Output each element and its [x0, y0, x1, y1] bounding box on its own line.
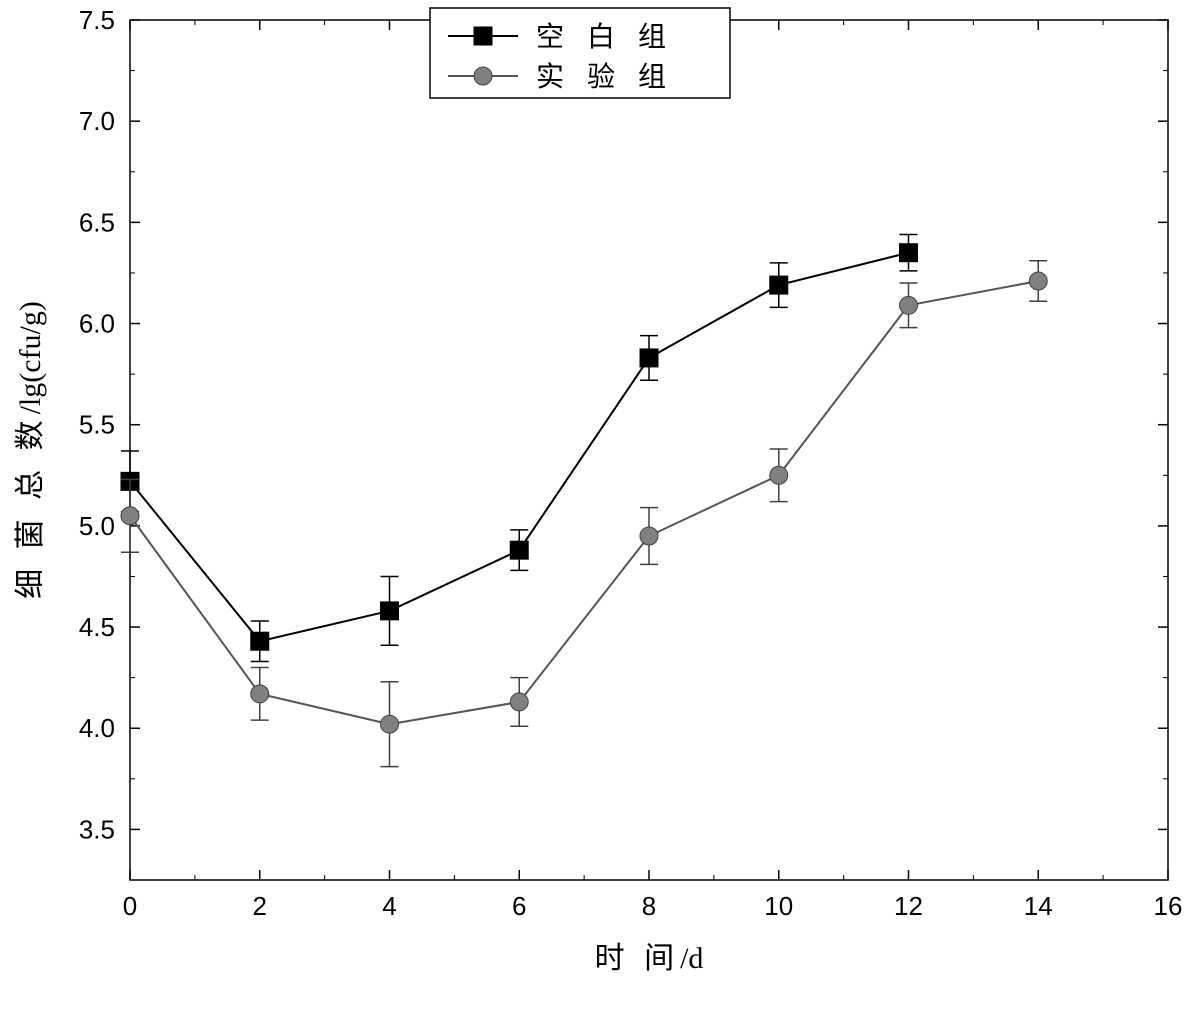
y-tick-label: 5.0	[79, 511, 115, 541]
marker-exp	[121, 507, 139, 525]
marker-blank	[900, 244, 918, 262]
x-tick-label: 6	[512, 891, 526, 921]
marker-exp	[640, 527, 658, 545]
x-tick-label: 14	[1024, 891, 1053, 921]
y-tick-label: 4.0	[79, 713, 115, 743]
y-tick-label: 4.5	[79, 612, 115, 642]
marker-blank	[251, 632, 269, 650]
x-tick-label: 12	[894, 891, 923, 921]
chart-svg: 0 2 4 6 8 10 12 14 16 3.5 4.0 4.5 5.0 5.5 6.0 6.5 7.0 7.5…	[0, 0, 1198, 1011]
x-tick-label: 8	[642, 891, 656, 921]
plot-frame	[130, 20, 1168, 880]
x-tick-label: 16	[1154, 891, 1183, 921]
marker-blank	[510, 541, 528, 559]
marker-exp	[251, 685, 269, 703]
y-tick-label: 7.0	[79, 106, 115, 136]
x-tick-label: 2	[253, 891, 267, 921]
y-tick-label: 5.5	[79, 410, 115, 440]
marker-exp	[510, 693, 528, 711]
marker-exp	[1029, 272, 1047, 290]
x-axis-title: 时 间/d	[595, 942, 704, 975]
y-axis-title-group: 细 菌 总 数/lg(cfu/g)	[14, 301, 47, 599]
chart-container: 0 2 4 6 8 10 12 14 16 3.5 4.0 4.5 5.0 5.5 6.0 6.5 7.0 7.5…	[0, 0, 1198, 1011]
marker-blank	[640, 349, 658, 367]
y-axis-title: 细 菌 总 数/lg(cfu/g)	[14, 301, 47, 599]
marker-exp	[900, 296, 918, 314]
legend-sample-marker-blank	[474, 27, 492, 45]
legend-label-blank: 空 白 组	[536, 21, 674, 53]
y-tick-label: 6.5	[79, 207, 115, 237]
marker-exp	[770, 466, 788, 484]
legend-label-exp: 实 验 组	[536, 61, 674, 93]
legend-sample-marker-exp	[474, 67, 492, 85]
y-tick-label: 6.0	[79, 309, 115, 339]
marker-exp	[381, 715, 399, 733]
x-tick-label: 10	[764, 891, 793, 921]
marker-blank	[381, 602, 399, 620]
series-line-blank	[130, 253, 909, 642]
y-tick-label: 3.5	[79, 814, 115, 844]
series-line-exp	[130, 281, 1038, 724]
x-tick-label: 0	[123, 891, 137, 921]
y-tick-label: 7.5	[79, 5, 115, 35]
marker-blank	[770, 276, 788, 294]
x-tick-label: 4	[382, 891, 396, 921]
